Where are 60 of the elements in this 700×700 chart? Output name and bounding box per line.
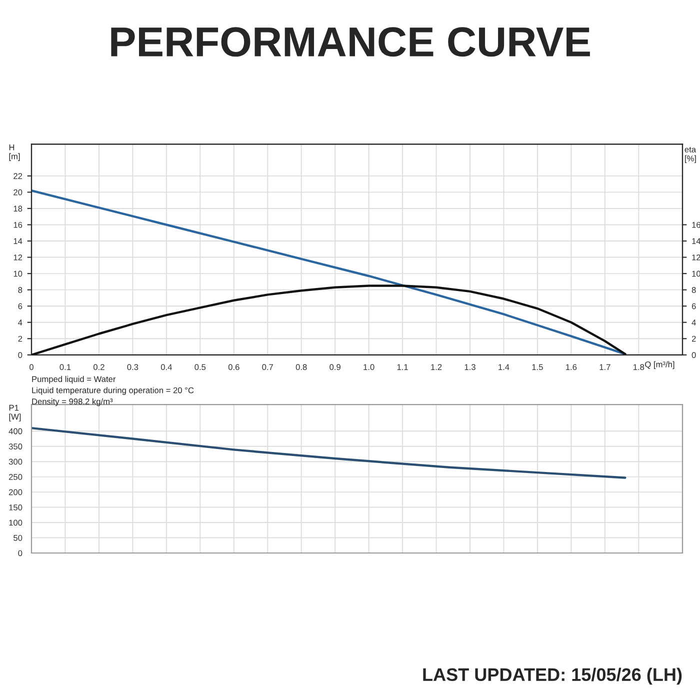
y-tick-label: 50 [14,534,22,541]
line-series [32,189,626,355]
y-tick-label: 150 [9,504,22,510]
y-tick-label: 250 [8,474,22,480]
y2-tick-label: 6 [692,303,696,310]
annotation: Density = 998.2 kg/m³ [32,398,113,406]
y2-tick-label: 12 [692,254,700,260]
y-tick-label: 2 [18,336,22,342]
y-tick-label: 8 [18,287,22,293]
y2-tick-label: 2 [692,336,696,342]
x-tick-label: 1.3 [464,364,476,370]
text: LAST UPDATED: 15/05/26 (LH) [423,668,682,685]
y2-tick-label: 0 [692,352,696,358]
y-tick-label: 12 [14,254,22,260]
x-tick-label: 1.0 [364,364,374,370]
line-series [32,284,626,355]
x-tick-label: 1.8 [633,364,644,370]
y2-axis-title: eta [%] [684,146,696,164]
text: Liquid temperature during operation = 20 °C [32,387,194,395]
y-tick-label: 100 [9,520,22,526]
x-tick-label: 0.5 [194,364,206,370]
x-tick-label: 1.5 [532,364,543,370]
x-tick-label: 0.3 [127,364,138,370]
x-tick-label: 0.8 [296,364,307,370]
y2-tick-label: 10 [692,270,700,277]
y-tick-label: 0 [18,352,22,358]
y-tick-label: 300 [8,458,22,465]
x-tick-label: 0.9 [330,364,340,370]
x-tick-label: 1.2 [431,364,442,370]
x-tick-label: 1.6 [566,364,577,370]
y2-tick-label: 16 [692,222,700,228]
x-tick-label: 0 [30,364,34,370]
y-axis-title: P1 [W] [9,404,21,422]
text: Pumped liquid = Water [32,376,116,384]
y-tick-label: 20 [14,189,22,196]
x-axis-title: Q [m³/h] [645,361,674,369]
x-tick-label: 0.6 [228,364,240,370]
y-tick-label: 400 [8,428,22,434]
y-axis-title: H [m] [9,144,20,161]
y2-tick-label: 4 [692,320,696,326]
chart-title: PERFORMANCE CURVE [111,27,590,57]
y-tick-label: 14 [14,238,22,244]
x-tick-label: 1.7 [600,364,610,370]
y-tick-label: 18 [14,206,22,212]
y-tick-label: 0 [18,550,22,556]
y-tick-label: 16 [14,222,22,228]
x-tick-label: 0.2 [93,364,104,370]
x-tick-label: 1.4 [498,364,510,370]
y2-tick-label: 8 [692,287,696,293]
y-tick-label: 350 [8,444,22,450]
y-tick-label: 22 [14,173,22,179]
line-series [32,426,626,479]
x-tick-label: 0.7 [262,364,273,370]
x-tick-label: 1.1 [397,364,408,370]
y-tick-label: 10 [14,270,22,277]
y-tick-label: 6 [18,303,22,310]
x-tick-label: 0.1 [60,364,71,370]
x-tick-label: 0.4 [160,364,172,370]
y-tick-label: 4 [18,320,22,326]
y-tick-label: 200 [8,489,22,496]
